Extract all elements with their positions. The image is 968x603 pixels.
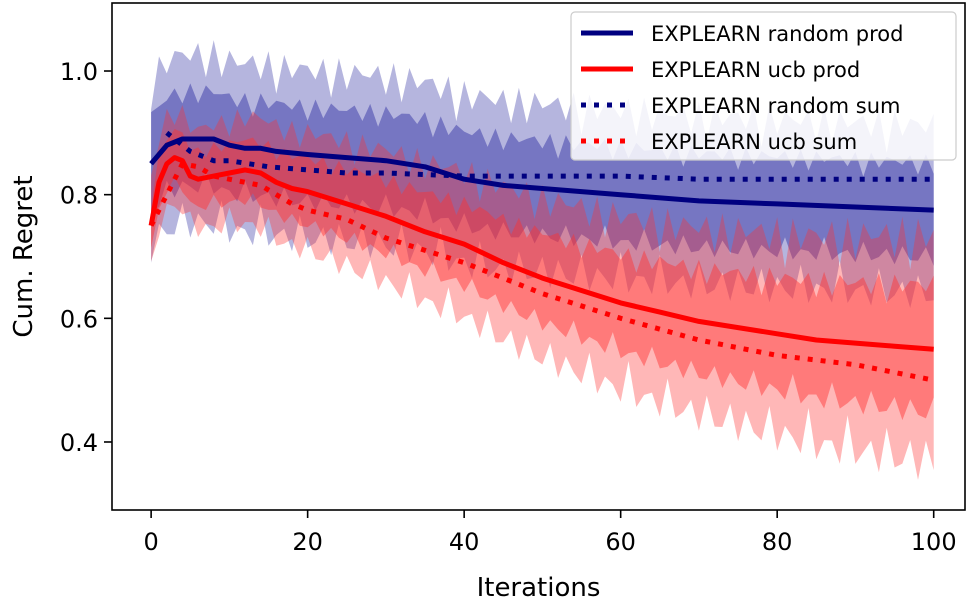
x-tick-label: 100 xyxy=(911,528,957,556)
legend-entry-label: EXPLEARN ucb prod xyxy=(651,58,860,82)
x-tick-label: 20 xyxy=(292,528,323,556)
x-tick-label: 80 xyxy=(762,528,793,556)
x-tick-label: 0 xyxy=(143,528,158,556)
band-explearn-random-prod-0 xyxy=(151,40,934,308)
legend-box xyxy=(570,11,957,161)
x-axis: 0 20 40 60 80 100 xyxy=(143,510,957,556)
y-axis: 0.4 0.6 0.8 1.0 xyxy=(60,58,112,457)
legend: EXPLEARN random prod EXPLEARN ucb prod EXP… xyxy=(570,11,957,161)
y-tick-label: 1.0 xyxy=(60,58,98,86)
band-explearn-ucb-prod-0 xyxy=(151,105,934,480)
x-tick-label: 60 xyxy=(605,528,636,556)
legend-entry-label: EXPLEARN random sum xyxy=(651,94,900,118)
series-line-explearn-ucb-prod xyxy=(148,155,934,352)
band-explearn-random-prod-1 xyxy=(151,83,934,266)
x-axis-label: Iterations xyxy=(477,573,601,603)
y-tick-label: 0.4 xyxy=(60,429,98,457)
y-axis-label: Cum. Regret xyxy=(9,175,39,337)
legend-entry-label: EXPLEARN random prod xyxy=(651,22,903,46)
y-tick-label: 0.6 xyxy=(60,305,98,333)
series-line-explearn-random-prod xyxy=(149,136,934,213)
legend-entry-label: EXPLEARN ucb sum xyxy=(651,130,857,154)
plot-frame xyxy=(111,2,966,511)
y-tick-label: 0.8 xyxy=(60,182,98,210)
series-line-explearn-ucb-sum xyxy=(148,161,935,383)
series-lines xyxy=(148,130,935,383)
x-tick-label: 40 xyxy=(449,528,480,556)
